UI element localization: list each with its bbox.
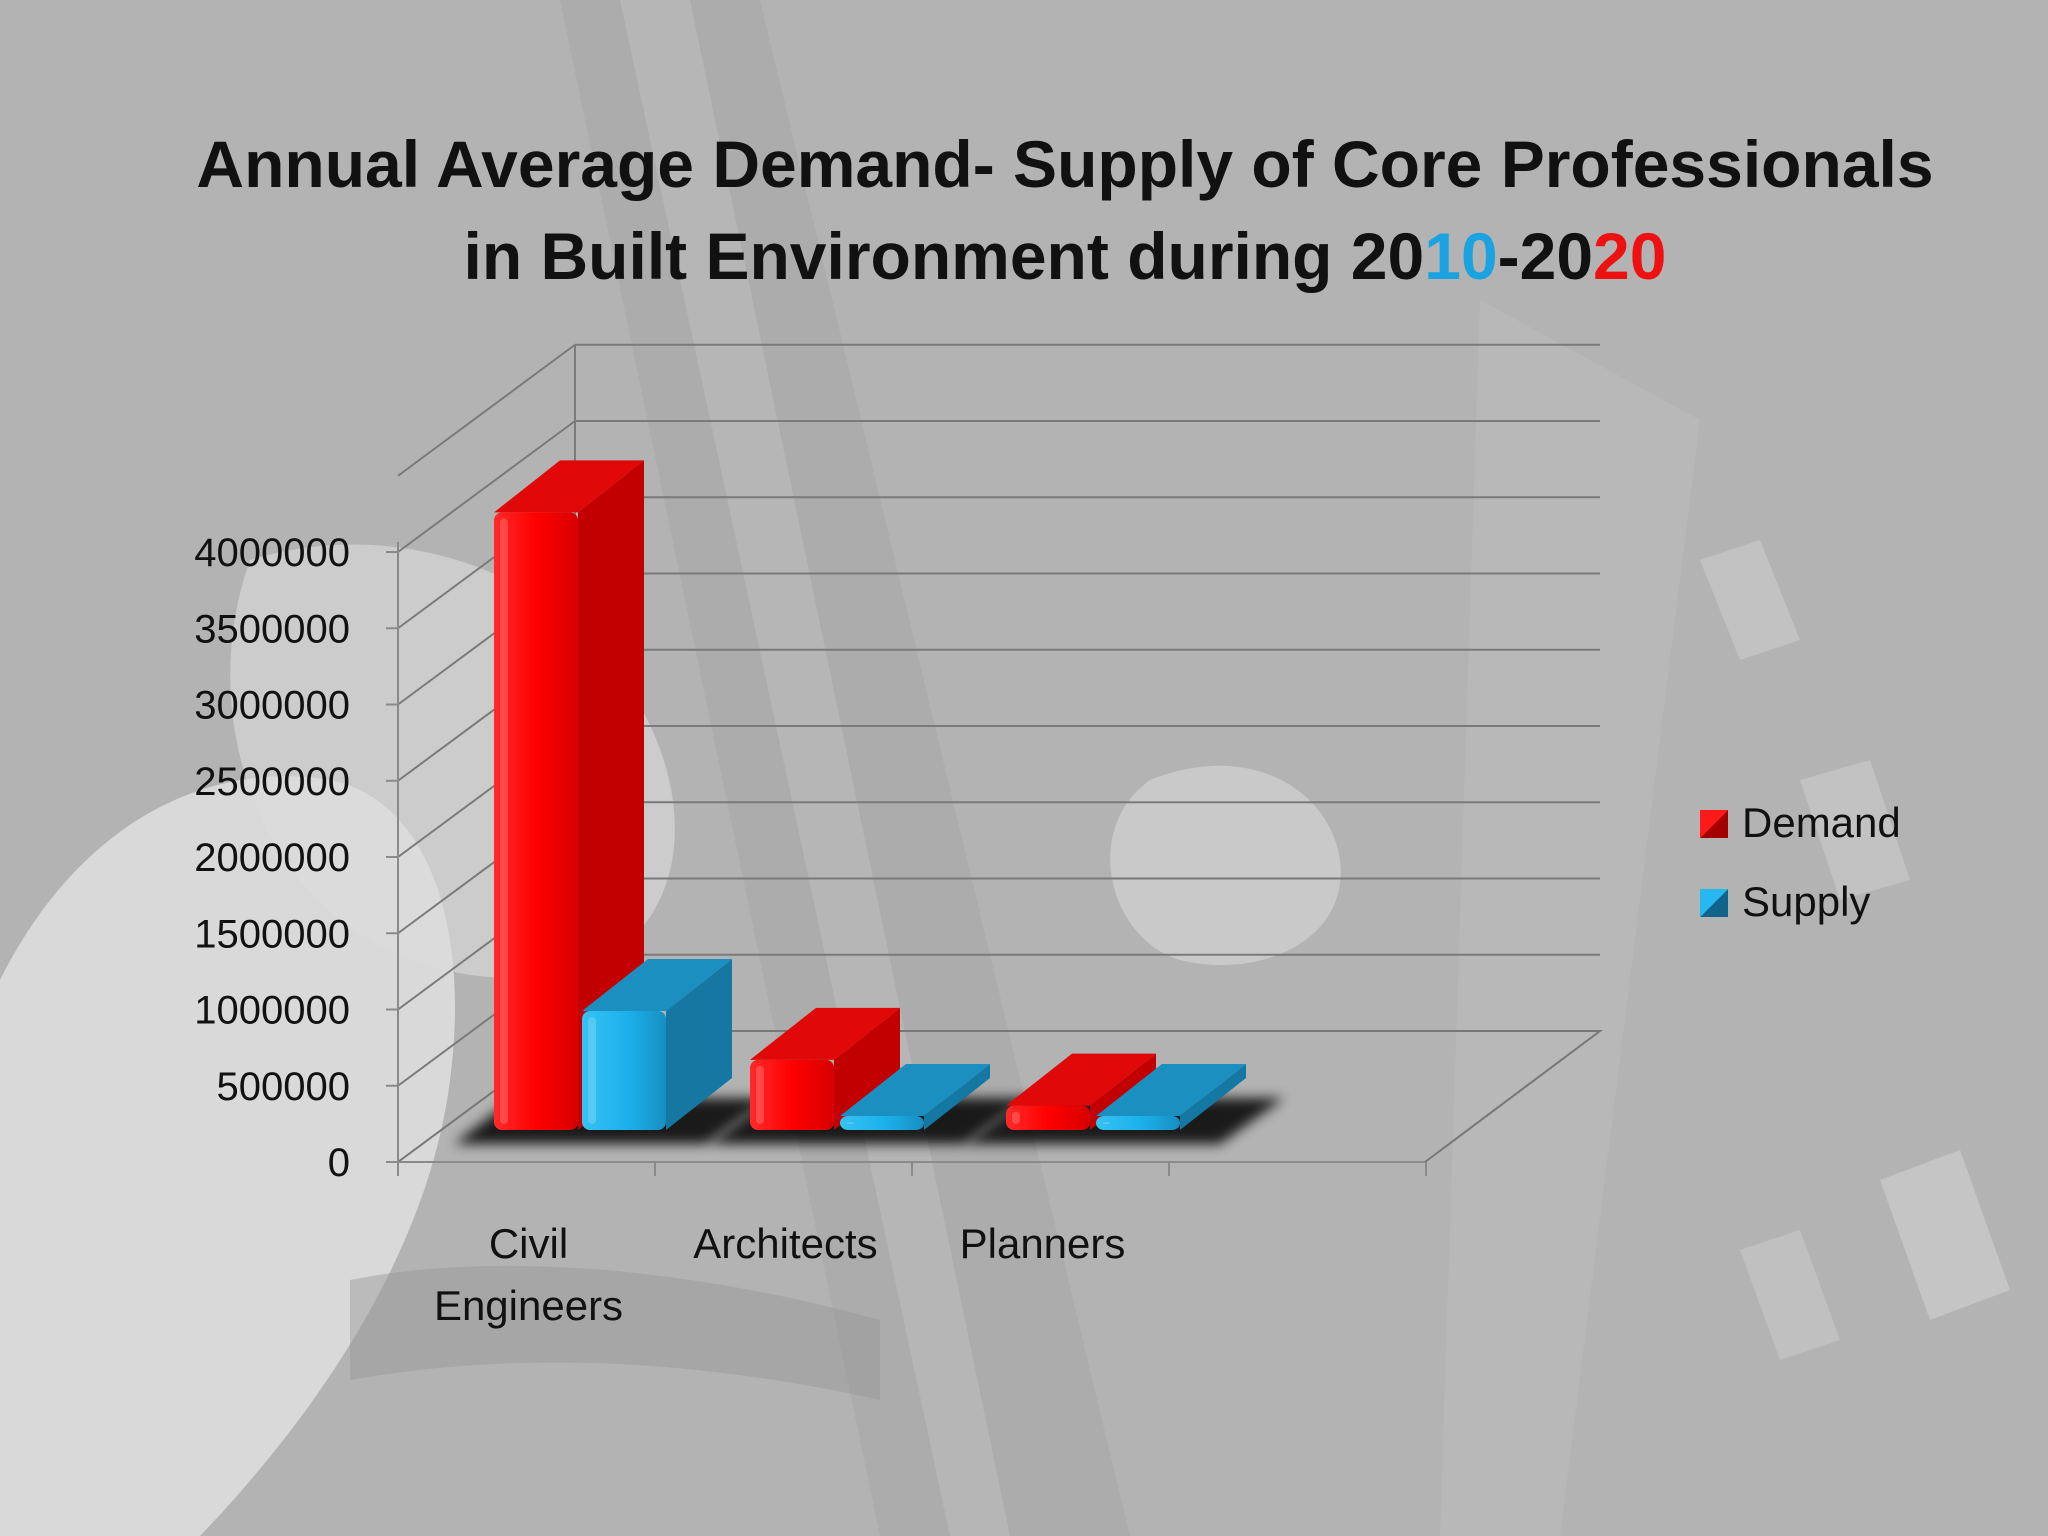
x-tick-label: Architects: [693, 1220, 877, 1267]
chart-walls: [397, 1030, 1604, 1163]
axes: [386, 542, 1427, 1176]
demand-bar-1: [494, 460, 644, 1130]
bars: [494, 460, 1246, 1130]
gridlines: [397, 343, 1600, 1087]
y-tick-label: 1500000: [194, 912, 350, 956]
bar-top-face: [1006, 1053, 1156, 1106]
legend: Demand Supply: [1700, 799, 1901, 925]
bar-front-face: [840, 1116, 924, 1130]
bar-top-face: [750, 1007, 900, 1060]
bar-front-face: [750, 1059, 834, 1130]
y-tick-label: 3500000: [194, 607, 350, 651]
x-axis-tick-labels: Civil Engineers Architects Planners: [434, 1220, 1125, 1329]
y-tick-label: 0: [328, 1141, 350, 1185]
legend-swatch: [1700, 889, 1728, 917]
y-tick-label: 2000000: [194, 836, 350, 880]
legend-label: Demand: [1742, 799, 1901, 846]
bar-top-face: [582, 959, 732, 1012]
y-tick-label: 1000000: [194, 989, 350, 1033]
y-axis-tick-labels: 0 500000 1000000 1500000 2000000 2500000 30000…: [194, 531, 350, 1185]
bar-side-face: [1180, 1064, 1246, 1130]
bar-front-face: [582, 1011, 666, 1130]
bar-side-face: [834, 1007, 900, 1130]
bar-highlight: [588, 1017, 596, 1124]
legend-label: Supply: [1742, 878, 1870, 925]
bar-front-face: [1096, 1116, 1180, 1130]
y-tick-label: 3000000: [194, 684, 350, 728]
bar-highlight: [500, 518, 508, 1124]
legend-swatch: [1700, 810, 1728, 838]
title-line-2: in Built Environment during 2010-2020: [110, 210, 2020, 302]
bar-side-face: [578, 460, 644, 1130]
bar-top-face: [494, 460, 644, 513]
title-line-2-text: in Built Environment during 20: [463, 219, 1425, 293]
page-title: Annual Average Demand- Supply of Core Pr…: [110, 118, 2020, 302]
bar-front-face: [494, 512, 578, 1130]
bar-highlight: [1012, 1111, 1020, 1124]
bar-highlight: [756, 1065, 764, 1124]
legend-item-demand: Demand: [1700, 799, 1901, 846]
x-tick-label: Civil: [489, 1220, 568, 1267]
gridline-diagonal: [397, 420, 576, 553]
legend-item-supply: Supply: [1700, 878, 1870, 925]
x-tick-label: Engineers: [434, 1282, 623, 1329]
supply-bar-2: [840, 1064, 990, 1130]
gridline-diagonal: [397, 343, 576, 477]
title-year-separator: -20: [1497, 219, 1594, 293]
chart-floor: [397, 1030, 1604, 1163]
title-line-1: Annual Average Demand- Supply of Core Pr…: [196, 127, 1934, 201]
bar-highlight: [846, 1122, 854, 1124]
y-tick-label: 2500000: [194, 760, 350, 804]
bar-front-face: [1006, 1105, 1090, 1130]
demand-bar-2: [750, 1007, 900, 1130]
supply-bar-3: [1096, 1064, 1246, 1130]
bar-top-face: [1096, 1064, 1246, 1116]
bar-side-face: [666, 959, 732, 1130]
title-year-end-suffix: 20: [1593, 219, 1667, 293]
title-year-start-suffix: 10: [1424, 219, 1498, 293]
supply-bar-1: [582, 959, 732, 1130]
bar-highlight: [1102, 1122, 1110, 1124]
y-tick-label: 4000000: [194, 531, 350, 575]
bar-top-face: [840, 1064, 990, 1116]
x-tick-label: Planners: [960, 1220, 1126, 1267]
bar-side-face: [924, 1064, 990, 1130]
y-tick-label: 500000: [217, 1065, 350, 1109]
